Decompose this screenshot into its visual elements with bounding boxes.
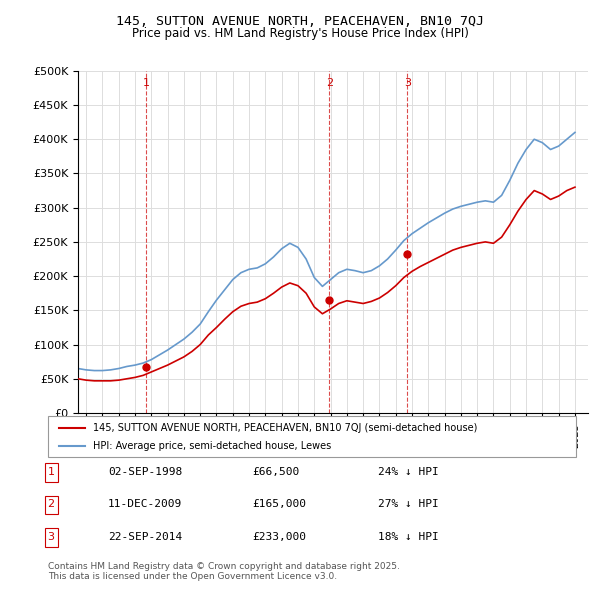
Text: 02-SEP-1998: 02-SEP-1998 — [108, 467, 182, 477]
Text: 22-SEP-2014: 22-SEP-2014 — [108, 532, 182, 542]
Text: 27% ↓ HPI: 27% ↓ HPI — [378, 500, 439, 509]
Text: 2: 2 — [326, 78, 333, 88]
Text: 3: 3 — [404, 78, 411, 88]
Text: HPI: Average price, semi-detached house, Lewes: HPI: Average price, semi-detached house,… — [93, 441, 331, 451]
Text: 145, SUTTON AVENUE NORTH, PEACEHAVEN, BN10 7QJ (semi-detached house): 145, SUTTON AVENUE NORTH, PEACEHAVEN, BN… — [93, 422, 477, 432]
Text: £66,500: £66,500 — [252, 467, 299, 477]
Text: 1: 1 — [142, 78, 149, 88]
Text: 11-DEC-2009: 11-DEC-2009 — [108, 500, 182, 509]
Text: 18% ↓ HPI: 18% ↓ HPI — [378, 532, 439, 542]
FancyBboxPatch shape — [48, 416, 576, 457]
Text: 3: 3 — [47, 532, 55, 542]
Text: 1: 1 — [47, 467, 55, 477]
Text: £233,000: £233,000 — [252, 532, 306, 542]
Text: 2: 2 — [47, 500, 55, 509]
Text: £165,000: £165,000 — [252, 500, 306, 509]
Text: 145, SUTTON AVENUE NORTH, PEACEHAVEN, BN10 7QJ: 145, SUTTON AVENUE NORTH, PEACEHAVEN, BN… — [116, 15, 484, 28]
Text: Price paid vs. HM Land Registry's House Price Index (HPI): Price paid vs. HM Land Registry's House … — [131, 27, 469, 40]
Text: 24% ↓ HPI: 24% ↓ HPI — [378, 467, 439, 477]
Text: Contains HM Land Registry data © Crown copyright and database right 2025.
This d: Contains HM Land Registry data © Crown c… — [48, 562, 400, 581]
